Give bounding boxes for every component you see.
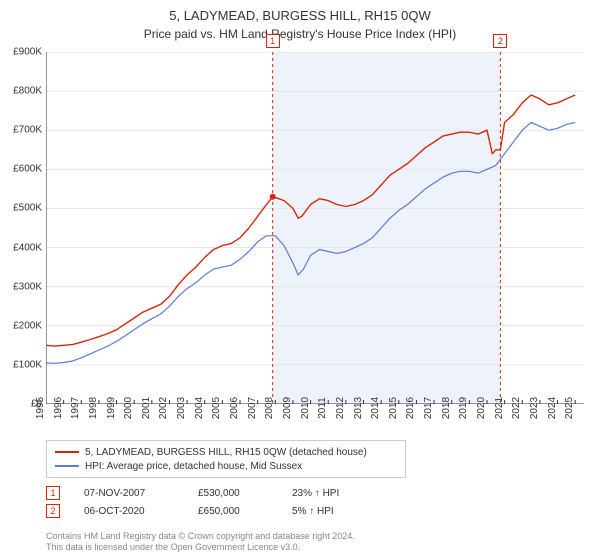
legend-row: 5, LADYMEAD, BURGESS HILL, RH15 0QW (det… bbox=[55, 445, 397, 459]
x-tick-label: 2007 bbox=[247, 397, 258, 419]
y-tick-label: £800K bbox=[13, 86, 42, 97]
footer-line: Contains HM Land Registry data © Crown c… bbox=[46, 531, 355, 543]
x-tick-label: 2002 bbox=[158, 397, 169, 419]
x-tick-label: 1998 bbox=[88, 397, 99, 419]
footer-line: This data is licensed under the Open Gov… bbox=[46, 542, 355, 554]
y-tick-label: £100K bbox=[13, 359, 42, 370]
chart-area: £0£100K£200K£300K£400K£500K£600K£700K£80… bbox=[46, 52, 584, 404]
legend-label: 5, LADYMEAD, BURGESS HILL, RH15 0QW (det… bbox=[85, 447, 367, 458]
event-delta: 5% ↑ HPI bbox=[292, 506, 334, 517]
legend-label: HPI: Average price, detached house, Mid … bbox=[85, 461, 302, 472]
x-tick-label: 2004 bbox=[194, 397, 205, 419]
legend: 5, LADYMEAD, BURGESS HILL, RH15 0QW (det… bbox=[46, 440, 406, 478]
x-tick-label: 2025 bbox=[564, 397, 575, 419]
event-date: 07-NOV-2007 bbox=[84, 488, 174, 499]
x-tick-label: 2015 bbox=[388, 397, 399, 419]
x-tick-label: 2003 bbox=[176, 397, 187, 419]
x-tick-label: 2001 bbox=[141, 397, 152, 419]
x-tick-label: 2000 bbox=[123, 397, 134, 419]
y-tick-label: £700K bbox=[13, 125, 42, 136]
x-tick-label: 2022 bbox=[511, 397, 522, 419]
y-tick-label: £600K bbox=[13, 164, 42, 175]
event-badge: 1 bbox=[46, 486, 60, 500]
legend-swatch bbox=[55, 465, 79, 467]
x-tick-label: 1995 bbox=[35, 397, 46, 419]
x-tick-label: 2014 bbox=[370, 397, 381, 419]
event-price: £650,000 bbox=[198, 506, 268, 517]
event-row: 2 06-OCT-2020 £650,000 5% ↑ HPI bbox=[46, 502, 339, 520]
x-tick-label: 2024 bbox=[546, 397, 557, 419]
x-tick-label: 2019 bbox=[458, 397, 469, 419]
event-date: 06-OCT-2020 bbox=[84, 506, 174, 517]
x-tick-label: 2021 bbox=[493, 397, 504, 419]
legend-swatch bbox=[55, 451, 79, 453]
x-tick-label: 2012 bbox=[335, 397, 346, 419]
x-tick-label: 1999 bbox=[105, 397, 116, 419]
y-tick-label: £200K bbox=[13, 320, 42, 331]
chart-subtitle: Price paid vs. HM Land Registry's House … bbox=[0, 27, 600, 41]
event-table: 1 07-NOV-2007 £530,000 23% ↑ HPI 2 06-OC… bbox=[46, 484, 339, 520]
event-delta: 23% ↑ HPI bbox=[292, 488, 339, 499]
legend-row: HPI: Average price, detached house, Mid … bbox=[55, 459, 397, 473]
y-tick-label: £300K bbox=[13, 281, 42, 292]
y-tick-label: £500K bbox=[13, 203, 42, 214]
marker-badge: 2 bbox=[493, 34, 507, 48]
x-tick-label: 2006 bbox=[229, 397, 240, 419]
x-tick-label: 2020 bbox=[476, 397, 487, 419]
x-tick-label: 1996 bbox=[53, 397, 64, 419]
y-tick-label: £400K bbox=[13, 242, 42, 253]
marker-badge: 1 bbox=[266, 34, 280, 48]
x-tick-label: 2018 bbox=[441, 397, 452, 419]
event-row: 1 07-NOV-2007 £530,000 23% ↑ HPI bbox=[46, 484, 339, 502]
footer: Contains HM Land Registry data © Crown c… bbox=[46, 531, 355, 554]
x-tick-label: 2008 bbox=[264, 397, 275, 419]
x-tick-label: 2010 bbox=[299, 397, 310, 419]
chart-title: 5, LADYMEAD, BURGESS HILL, RH15 0QW bbox=[0, 8, 600, 23]
chart-svg bbox=[46, 52, 584, 404]
x-tick-label: 2023 bbox=[529, 397, 540, 419]
x-tick-label: 2009 bbox=[282, 397, 293, 419]
x-tick-label: 2011 bbox=[317, 397, 328, 419]
x-tick-label: 2013 bbox=[352, 397, 363, 419]
x-tick-label: 1997 bbox=[70, 397, 81, 419]
x-tick-label: 2017 bbox=[423, 397, 434, 419]
event-badge: 2 bbox=[46, 504, 60, 518]
x-tick-label: 2016 bbox=[405, 397, 416, 419]
y-tick-label: £900K bbox=[13, 47, 42, 58]
chart-title-block: 5, LADYMEAD, BURGESS HILL, RH15 0QW Pric… bbox=[0, 0, 600, 43]
event-price: £530,000 bbox=[198, 488, 268, 499]
x-tick-label: 2005 bbox=[211, 397, 222, 419]
